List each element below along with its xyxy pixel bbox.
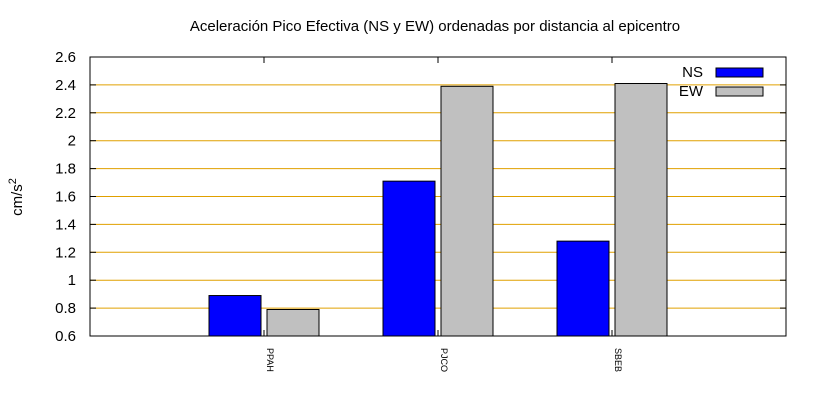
y-tick-labels: 0.6 0.8 1 1.2 1.4 1.6 1.8 2 2.2 2.4 2.6 xyxy=(55,49,76,345)
legend-swatch-ew xyxy=(715,86,764,97)
y-tick-label: 2.4 xyxy=(55,77,76,94)
y-tick-label: 1.2 xyxy=(55,244,76,261)
y-tick-label: 1.6 xyxy=(55,189,76,206)
y-axis-label-unit: cm/s xyxy=(9,184,26,216)
bars xyxy=(208,83,668,337)
y-tick-label: 2 xyxy=(68,133,76,150)
bar-ns-ppah xyxy=(208,295,262,337)
bar-ew-pjco xyxy=(440,85,494,337)
y-tick-label: 1.4 xyxy=(55,216,76,233)
x-tick-labels: PPAH PJCO SBEB xyxy=(265,348,623,372)
bar-ns-sbeb xyxy=(556,240,610,337)
y-tick-label: 0.6 xyxy=(55,328,76,345)
y-tick-label: 2.6 xyxy=(55,49,76,66)
axes xyxy=(89,56,787,337)
y-tick-label: 0.8 xyxy=(55,300,76,317)
bar-ns-pjco xyxy=(382,180,436,337)
legend-label-ew: EW xyxy=(679,83,704,100)
bar-ew-sbeb xyxy=(614,83,668,337)
grid-lines xyxy=(90,84,786,309)
x-tick-label-ppah: PPAH xyxy=(265,348,275,372)
chart-title: Aceleración Pico Efectiva (NS y EW) orde… xyxy=(190,18,680,35)
legend-label-ns: NS xyxy=(682,64,703,81)
y-axis-label-exponent: 2 xyxy=(7,178,19,184)
x-tick-label-pjco: PJCO xyxy=(439,348,449,372)
y-tick-label: 1 xyxy=(68,272,76,289)
legend: NS EW xyxy=(679,64,764,100)
y-tick-label: 1.8 xyxy=(55,161,76,178)
y-axis-label: cm/s2 xyxy=(7,178,26,216)
x-tick-label-sbeb: SBEB xyxy=(613,348,623,372)
bar-ew-ppah xyxy=(266,308,320,337)
y-tick-label: 2.2 xyxy=(55,105,76,122)
plot-border xyxy=(89,56,787,337)
legend-swatch-ns xyxy=(715,67,764,78)
